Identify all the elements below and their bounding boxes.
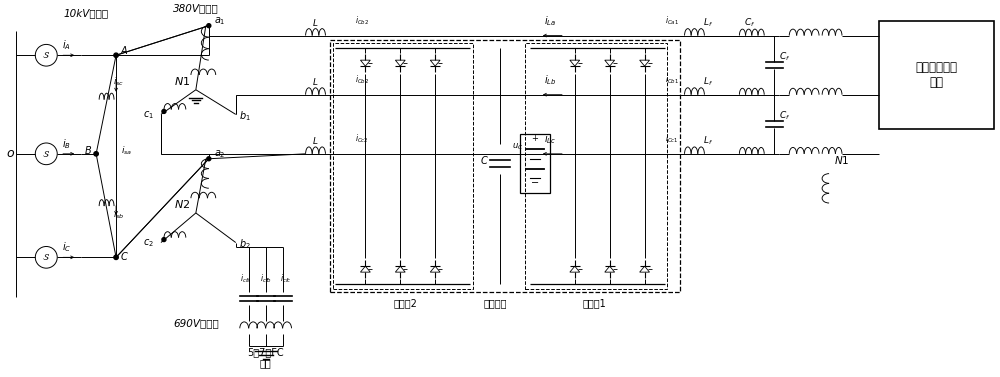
Text: 电压暂降敏感
负荷: 电压暂降敏感 负荷 — [915, 61, 957, 89]
Text: $\mathcal{S}$: $\mathcal{S}$ — [42, 50, 50, 60]
Text: $i_{Cc2}$: $i_{Cc2}$ — [355, 133, 369, 146]
Text: $a_1$: $a_1$ — [214, 15, 225, 26]
Text: $c_2$: $c_2$ — [143, 238, 154, 249]
Text: $i_B$: $i_B$ — [62, 137, 71, 151]
Text: $i_{Cb1}$: $i_{Cb1}$ — [665, 74, 679, 86]
Bar — [525, 43, 667, 289]
Text: $i_{Lb}$: $i_{Lb}$ — [544, 73, 556, 87]
Text: $N1$: $N1$ — [174, 75, 190, 87]
Text: $L$: $L$ — [312, 76, 319, 87]
Text: $i_{Cb2}$: $i_{Cb2}$ — [355, 74, 370, 86]
Text: $i_{sa}$: $i_{sa}$ — [121, 145, 132, 157]
Text: $b_1$: $b_1$ — [239, 109, 251, 123]
Text: −: − — [531, 178, 539, 188]
Text: $C_f$: $C_f$ — [779, 109, 791, 122]
Circle shape — [207, 157, 211, 161]
Text: $L$: $L$ — [312, 135, 319, 146]
Text: $C$: $C$ — [480, 154, 489, 166]
Circle shape — [207, 24, 211, 28]
Text: 380V负荷侧: 380V负荷侧 — [173, 3, 219, 13]
Text: $i_{La}$: $i_{La}$ — [544, 14, 556, 28]
Text: $u_C$: $u_C$ — [512, 142, 523, 152]
Circle shape — [114, 255, 118, 259]
Text: 变流器1: 变流器1 — [583, 299, 607, 309]
Text: $L_f$: $L_f$ — [703, 135, 713, 147]
Circle shape — [162, 238, 166, 242]
Text: $\mathcal{S}$: $\mathcal{S}$ — [42, 252, 50, 262]
Text: $i_C$: $i_C$ — [62, 241, 71, 254]
Text: $C_f$: $C_f$ — [779, 50, 791, 63]
Text: $c_1$: $c_1$ — [143, 109, 154, 121]
Text: $L_f$: $L_f$ — [703, 17, 713, 29]
Text: $i_{Ca1}$: $i_{Ca1}$ — [665, 15, 679, 27]
Text: $N2$: $N2$ — [174, 198, 190, 210]
Text: $N1$: $N1$ — [834, 154, 849, 166]
Text: $b_2$: $b_2$ — [239, 238, 250, 251]
Circle shape — [114, 53, 118, 57]
Text: $i_{Lc}$: $i_{Lc}$ — [544, 132, 556, 146]
Text: $L$: $L$ — [312, 17, 319, 28]
Text: $a_2$: $a_2$ — [214, 148, 225, 159]
Text: $C$: $C$ — [120, 250, 129, 262]
Bar — [330, 40, 680, 292]
Text: $L_f$: $L_f$ — [703, 76, 713, 88]
Circle shape — [162, 109, 166, 113]
Text: 690V滤波侧: 690V滤波侧 — [173, 318, 219, 328]
Text: $B$: $B$ — [84, 144, 92, 156]
Bar — [520, 134, 550, 193]
Text: 5、7次FC
支路: 5、7次FC 支路 — [247, 347, 284, 369]
Circle shape — [94, 152, 98, 156]
Text: $i_{Cc1}$: $i_{Cc1}$ — [665, 133, 678, 146]
Text: $i_{cfb}$: $i_{cfb}$ — [260, 273, 272, 285]
Text: 变流器2: 变流器2 — [393, 299, 417, 309]
Text: $i_{sb}$: $i_{sb}$ — [113, 209, 125, 221]
Text: $o$: $o$ — [6, 147, 15, 160]
Text: +: + — [531, 134, 538, 143]
Text: $\mathcal{S}$: $\mathcal{S}$ — [42, 149, 50, 159]
Text: $C_f$: $C_f$ — [744, 17, 756, 29]
Text: $i_{cfa}$: $i_{cfa}$ — [240, 273, 252, 285]
Text: 蓄电池组: 蓄电池组 — [483, 299, 507, 309]
Text: $i_{sc}$: $i_{sc}$ — [113, 76, 124, 88]
Text: $i_{cfc}$: $i_{cfc}$ — [280, 273, 292, 285]
Text: $A$: $A$ — [120, 44, 129, 56]
Text: 10kV电网侧: 10kV电网侧 — [64, 8, 109, 18]
Text: $i_{Cb2}$: $i_{Cb2}$ — [355, 15, 370, 27]
Text: $i_A$: $i_A$ — [62, 38, 71, 52]
Bar — [879, 21, 994, 129]
Bar — [333, 43, 473, 289]
